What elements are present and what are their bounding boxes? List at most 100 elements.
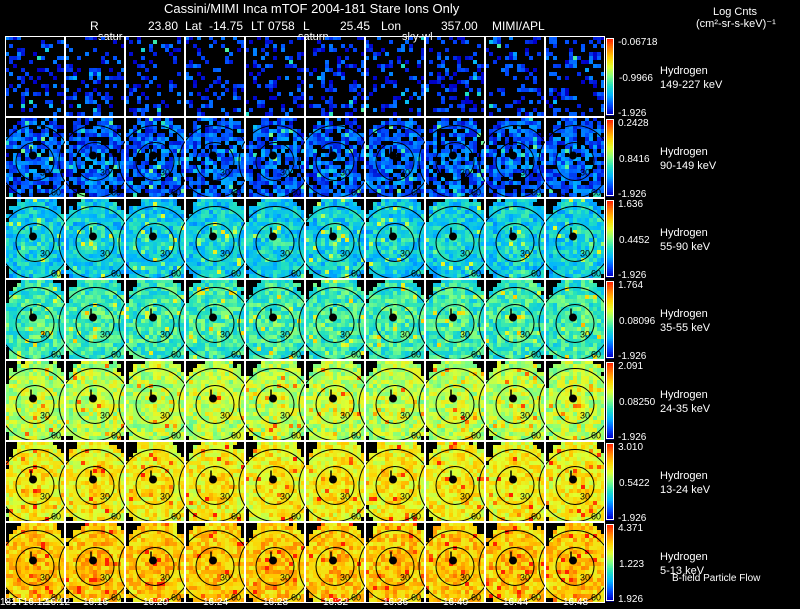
pixel-cell xyxy=(313,185,317,189)
pixel-cell xyxy=(77,177,81,181)
pixel-cell xyxy=(25,121,29,125)
pixel-cell xyxy=(45,189,49,193)
pixel-cell xyxy=(125,262,129,266)
pixel-cell xyxy=(265,218,269,222)
pixel-cell xyxy=(573,133,577,137)
pixel-cell xyxy=(149,202,153,206)
pixel-cell xyxy=(233,242,237,246)
colorbar-step xyxy=(606,149,614,153)
pixel-cell xyxy=(493,161,497,165)
pixel-cell xyxy=(537,125,541,129)
pixel-cell xyxy=(397,149,401,153)
pixel-cell xyxy=(585,76,589,80)
pixel-cell xyxy=(385,137,389,141)
pixel-cell xyxy=(341,214,345,218)
pixel-cell xyxy=(353,206,357,210)
pixel-cell xyxy=(369,145,373,149)
pixel-cell xyxy=(161,198,165,202)
pixel-cell xyxy=(29,270,33,274)
pixel-cell xyxy=(289,64,293,68)
pixel-cell xyxy=(573,169,577,173)
pixel-cell xyxy=(177,230,181,234)
colorbar-step xyxy=(606,126,614,130)
pixel-cell xyxy=(533,161,537,165)
pixel-cell xyxy=(409,161,413,165)
pixel-cell xyxy=(77,133,81,137)
pixel-cell xyxy=(165,258,169,262)
pixel-cell xyxy=(273,161,277,165)
pixel-cell xyxy=(197,177,201,181)
colorbar-step xyxy=(606,128,614,132)
pixel-cell xyxy=(597,56,601,60)
pixel-cell xyxy=(425,165,429,169)
pixel-cell xyxy=(153,117,157,121)
pixel-cell xyxy=(49,121,53,125)
ring-30 xyxy=(435,142,475,181)
pixel-cell xyxy=(273,250,277,254)
pixel-cell xyxy=(221,230,225,234)
pixel-cell xyxy=(125,84,129,88)
pixel-cell xyxy=(129,230,133,234)
pixel-cell xyxy=(173,202,177,206)
pixel-cell xyxy=(301,238,305,242)
pixel-cell xyxy=(329,270,333,274)
pixel-cell xyxy=(229,137,233,141)
pixel-cell xyxy=(177,129,181,133)
pixel-cell xyxy=(125,181,129,185)
pixel-cell xyxy=(29,258,33,262)
pixel-cell xyxy=(109,258,113,262)
pixel-cell xyxy=(601,80,605,84)
pixel-cell xyxy=(37,270,41,274)
pixel-cell xyxy=(141,274,145,278)
pixel-cell xyxy=(305,177,309,181)
pixel-cell xyxy=(93,100,97,104)
pixel-cell xyxy=(317,161,321,165)
pixel-cell xyxy=(325,218,329,222)
pixel-cell xyxy=(217,96,221,100)
pixel-cell xyxy=(81,129,85,133)
pixel-cell xyxy=(53,173,57,177)
pixel-cell xyxy=(409,121,413,125)
pixel-cell xyxy=(89,68,93,72)
pixel-cell xyxy=(269,177,273,181)
pixel-cell xyxy=(509,173,513,177)
pixel-cell xyxy=(433,137,437,141)
pixel-cell xyxy=(61,250,65,254)
pixel-cell xyxy=(337,193,341,197)
pixel-cell xyxy=(345,214,349,218)
pixel-cell xyxy=(425,145,429,149)
pixel-cell xyxy=(361,60,365,64)
pixel-cell xyxy=(181,149,185,153)
pixel-cell xyxy=(21,169,25,173)
pixel-cell xyxy=(301,161,305,165)
pixel-cell xyxy=(337,210,341,214)
pixel-cell xyxy=(333,238,337,242)
pixel-cell xyxy=(281,206,285,210)
pixel-cell xyxy=(529,153,533,157)
pixel-cell xyxy=(209,100,213,104)
pixel-cell xyxy=(301,104,305,108)
pixel-cell xyxy=(97,234,101,238)
pixel-cell xyxy=(357,254,361,258)
pixel-cell xyxy=(97,189,101,193)
pixel-cell xyxy=(33,206,37,210)
pixel-cell xyxy=(413,218,417,222)
pixel-cell xyxy=(293,242,297,246)
pixel-cell xyxy=(497,189,501,193)
pixel-cell xyxy=(37,198,41,202)
pixel-cell xyxy=(337,165,341,169)
pixel-cell xyxy=(581,165,585,169)
ring-30 xyxy=(75,142,115,181)
pixel-cell xyxy=(101,149,105,153)
pixel-cell xyxy=(137,206,141,210)
pixel-cell xyxy=(245,157,249,161)
pixel-cell xyxy=(317,189,321,193)
pixel-cell xyxy=(441,40,445,44)
pixel-cell xyxy=(349,100,353,104)
pixel-cell xyxy=(93,112,97,116)
pixel-cell xyxy=(385,222,389,226)
pixel-cell xyxy=(249,222,253,226)
pixel-cell xyxy=(469,121,473,125)
pixel-cell xyxy=(325,165,329,169)
pixel-cell xyxy=(533,133,537,137)
